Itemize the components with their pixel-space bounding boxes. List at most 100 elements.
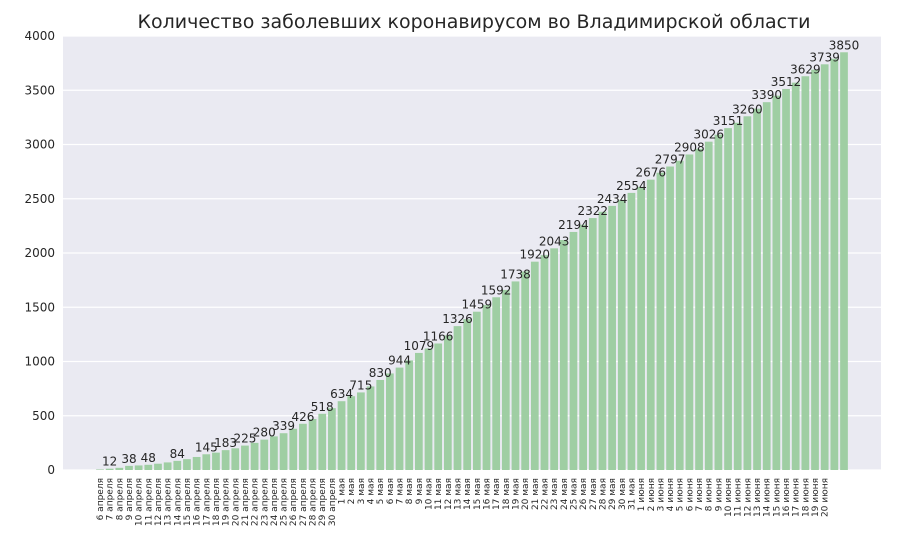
bar bbox=[250, 442, 259, 470]
x-tick-label: 11 июня bbox=[734, 478, 744, 517]
x-tick-label: 9 июня bbox=[714, 478, 724, 511]
bar bbox=[695, 148, 703, 470]
x-tick-label: 4 июня bbox=[666, 478, 676, 511]
data-label: 634 bbox=[330, 387, 353, 401]
x-tick-label: 29 апреля bbox=[318, 478, 328, 526]
data-label: 1459 bbox=[462, 298, 493, 312]
x-tick-label: 19 июня bbox=[811, 478, 821, 517]
bar bbox=[328, 408, 336, 470]
x-tick-label: 25 мая bbox=[569, 478, 579, 510]
bars bbox=[96, 52, 848, 471]
x-tick-label: 22 апреля bbox=[251, 478, 261, 526]
bar bbox=[492, 297, 501, 470]
bar bbox=[540, 255, 549, 470]
data-label: 1738 bbox=[500, 267, 531, 281]
bar bbox=[753, 108, 761, 470]
x-tick-label: 7 апреля bbox=[106, 478, 116, 520]
data-label: 3512 bbox=[771, 75, 802, 89]
bar bbox=[501, 289, 510, 470]
x-tick-label: 17 мая bbox=[492, 478, 502, 510]
y-tick-label: 1000 bbox=[24, 355, 55, 369]
bar bbox=[608, 205, 616, 470]
data-label: 715 bbox=[349, 378, 372, 392]
data-label: 2322 bbox=[578, 204, 609, 218]
bar bbox=[743, 116, 752, 470]
x-tick-label: 18 июня bbox=[801, 478, 811, 517]
data-label: 145 bbox=[195, 440, 218, 454]
data-label: 1079 bbox=[404, 339, 435, 353]
bar bbox=[105, 468, 114, 470]
data-label: 183 bbox=[214, 436, 237, 450]
data-label: 3850 bbox=[829, 38, 860, 52]
bar bbox=[424, 348, 433, 470]
data-label: 3260 bbox=[732, 102, 763, 116]
bar bbox=[588, 218, 597, 470]
bar bbox=[820, 64, 829, 471]
x-tick-label: 5 июня bbox=[676, 478, 686, 511]
x-tick-label: 7 мая bbox=[396, 478, 406, 504]
x-tick-label: 3 мая bbox=[357, 478, 367, 504]
data-label: 944 bbox=[388, 354, 411, 368]
x-tick-label: 13 мая bbox=[454, 478, 464, 510]
x-tick-label: 5 мая bbox=[376, 478, 386, 504]
bar bbox=[675, 160, 684, 470]
x-tick-label: 15 июня bbox=[772, 478, 782, 517]
x-tick-label: 27 мая bbox=[589, 478, 599, 510]
data-label: 38 bbox=[121, 452, 136, 466]
bar bbox=[791, 82, 800, 470]
bar bbox=[521, 271, 530, 470]
bar bbox=[357, 392, 365, 470]
x-tick-label: 15 апреля bbox=[183, 478, 193, 526]
x-tick-label: 2 мая bbox=[347, 478, 357, 504]
bar bbox=[395, 367, 404, 470]
x-tick-label: 22 мая bbox=[540, 478, 550, 510]
data-label: 2797 bbox=[655, 153, 686, 167]
bar bbox=[550, 248, 558, 470]
data-label: 2908 bbox=[674, 140, 705, 154]
x-tick-label: 12 апреля bbox=[154, 478, 164, 526]
x-tick-label: 3 июня bbox=[656, 478, 666, 511]
x-tick-label: 8 апреля bbox=[115, 478, 125, 520]
bar bbox=[762, 102, 771, 470]
chart-title: Количество заболевших коронавирусом во В… bbox=[137, 11, 810, 33]
x-tick-label: 21 апреля bbox=[241, 478, 251, 526]
y-tick-label: 1500 bbox=[24, 300, 55, 314]
x-tick-label: 16 июня bbox=[782, 478, 792, 517]
data-label: 2434 bbox=[597, 192, 628, 206]
x-tick-label: 12 мая bbox=[444, 478, 454, 510]
bar bbox=[308, 419, 317, 470]
bar bbox=[260, 439, 269, 470]
bar bbox=[299, 423, 307, 470]
data-label: 2194 bbox=[558, 218, 589, 232]
bar bbox=[337, 401, 346, 470]
x-tick-label: 28 мая bbox=[598, 478, 608, 510]
bar bbox=[782, 88, 790, 470]
bar bbox=[212, 452, 220, 470]
bar bbox=[376, 379, 385, 470]
x-tick-label: 12 июня bbox=[743, 478, 753, 517]
bar bbox=[241, 445, 249, 470]
x-tick-label: 17 июня bbox=[792, 478, 802, 517]
bar bbox=[733, 122, 742, 471]
data-label: 3151 bbox=[713, 114, 744, 128]
x-tick-label: 8 июня bbox=[705, 478, 715, 511]
x-tick-label: 4 мая bbox=[367, 478, 377, 504]
x-tick-label: 28 апреля bbox=[309, 478, 319, 526]
data-label: 426 bbox=[291, 410, 314, 424]
x-tick-label: 6 мая bbox=[386, 478, 396, 504]
x-tick-label: 11 апреля bbox=[144, 478, 154, 526]
bar bbox=[279, 433, 288, 470]
bar bbox=[714, 134, 723, 471]
x-tick-label: 27 апреля bbox=[299, 478, 309, 526]
bar bbox=[656, 172, 665, 470]
y-tick-label: 4000 bbox=[24, 29, 55, 43]
x-tick-label: 26 мая bbox=[579, 478, 589, 510]
bar bbox=[221, 450, 230, 470]
x-tick-label: 11 мая bbox=[434, 478, 444, 510]
data-label: 3739 bbox=[809, 50, 840, 64]
bar bbox=[646, 179, 655, 471]
x-tick-label: 24 мая bbox=[560, 478, 570, 510]
bar bbox=[231, 448, 240, 470]
data-label: 225 bbox=[233, 432, 256, 446]
